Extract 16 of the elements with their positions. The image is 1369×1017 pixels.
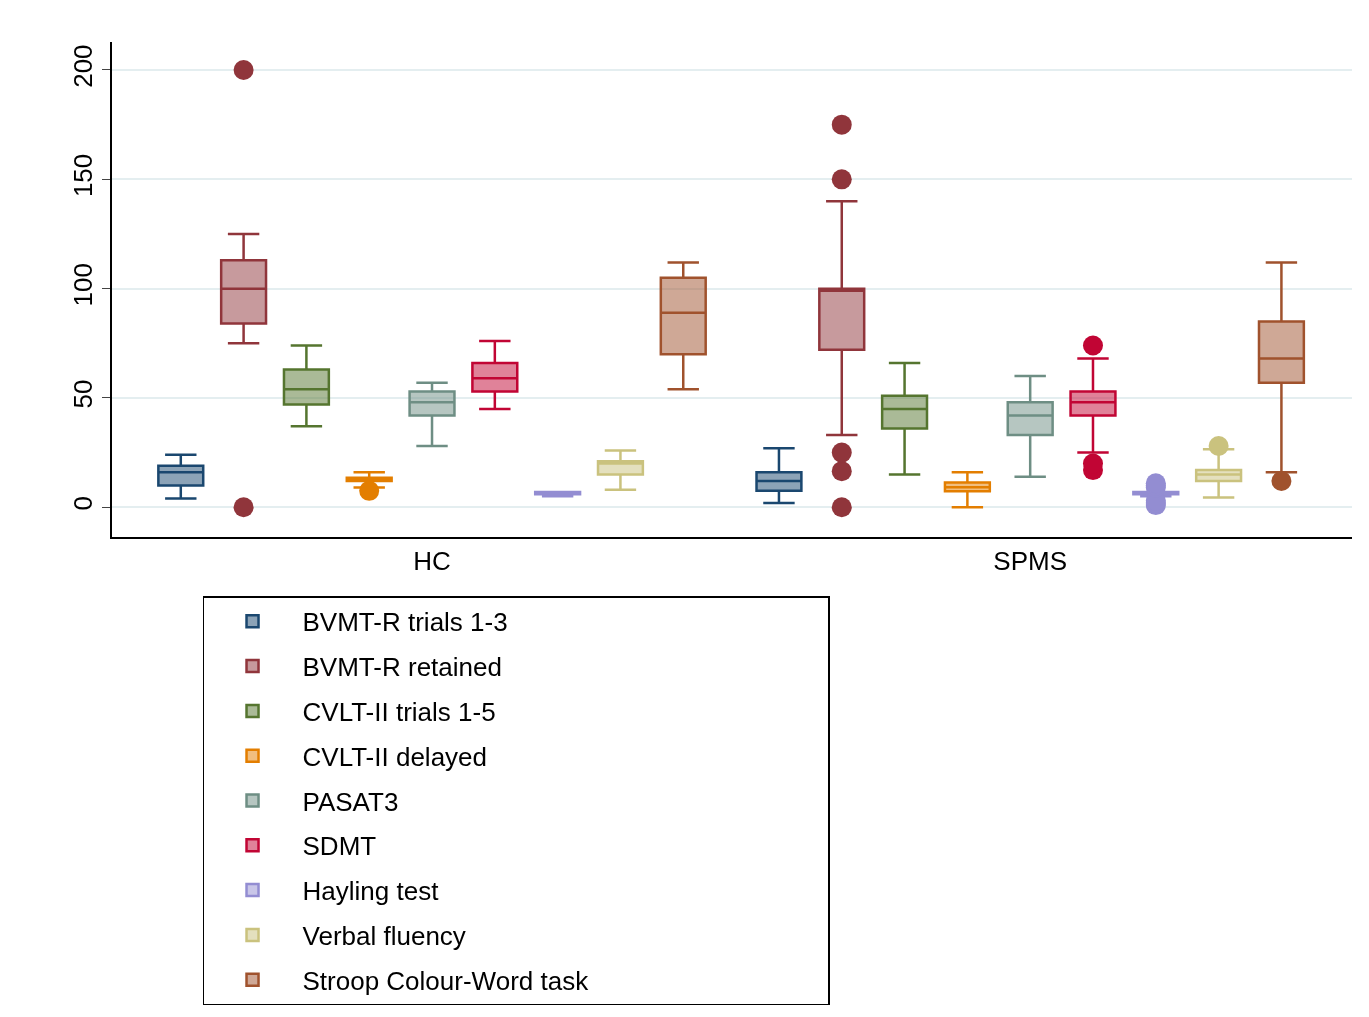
legend-label: Stroop Colour-Word task xyxy=(302,965,590,996)
legend-label: Hayling test xyxy=(302,876,440,907)
x-tick-label: HC xyxy=(413,545,451,576)
y-tick-label: 50 xyxy=(67,379,98,409)
legend-label: Verbal fluency xyxy=(302,921,466,952)
legend-label: BVMT-R retained xyxy=(302,652,502,683)
legend-label: CVLT-II trials 1-5 xyxy=(302,697,496,728)
y-tick-label: 100 xyxy=(67,263,98,307)
legend-label: PASAT3 xyxy=(302,786,399,817)
legend-label: BVMT-R trials 1-3 xyxy=(302,607,508,638)
legend-label: CVLT-II delayed xyxy=(302,741,488,772)
legend-label: SDMT xyxy=(302,831,377,862)
y-tick-label: 0 xyxy=(67,496,98,511)
x-tick-label: SPMS xyxy=(993,545,1068,576)
y-tick-label: 150 xyxy=(67,153,98,198)
y-tick-label: 200 xyxy=(67,44,98,88)
